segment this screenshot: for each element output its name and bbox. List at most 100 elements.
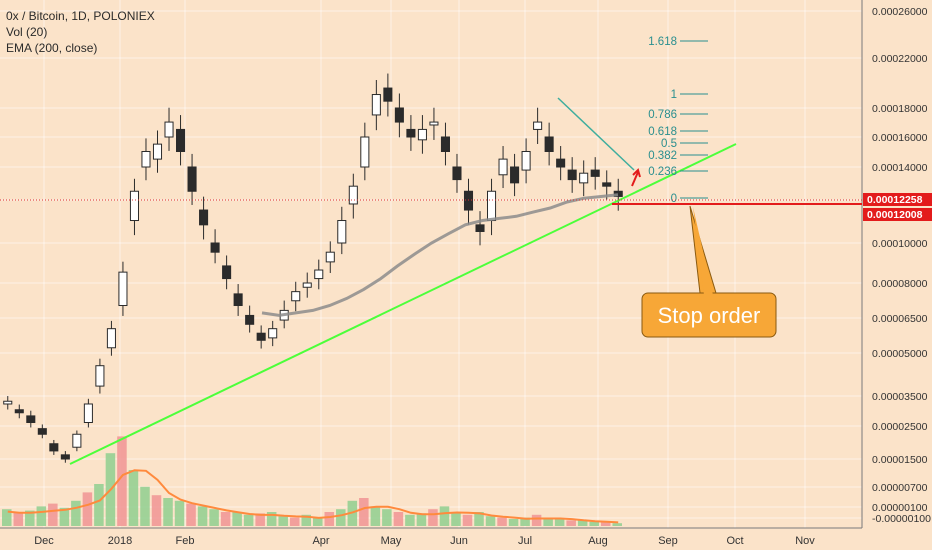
legend: 0x / Bitcoin, 1D, POLONIEX Vol (20) EMA … xyxy=(6,8,155,56)
volume-bar xyxy=(428,509,438,526)
y-tick-label: 0.00022000 xyxy=(872,53,928,65)
x-tick-label: Dec xyxy=(34,535,54,547)
candle-body xyxy=(95,365,105,387)
candle-body xyxy=(268,328,278,339)
candle-body xyxy=(83,403,93,424)
callout-pointer-fill xyxy=(693,207,713,295)
indicator-ema: EMA (200, close) xyxy=(6,41,98,55)
candle-body xyxy=(510,166,520,184)
volume-bar xyxy=(589,521,599,526)
volume-bar xyxy=(577,520,588,526)
y-tick-label: 0.00010000 xyxy=(872,238,928,250)
candle-body xyxy=(187,166,197,192)
volume-bar xyxy=(25,510,35,526)
candle-body xyxy=(440,136,450,152)
candle-body xyxy=(210,242,220,253)
callout-text: Stop order xyxy=(658,303,761,328)
y-tick-label: -0.00000100 xyxy=(872,513,931,525)
candle-body xyxy=(129,190,139,222)
candle-body xyxy=(556,158,566,168)
x-tick-label: Feb xyxy=(176,535,195,547)
x-tick-label: May xyxy=(381,535,402,547)
volume-bar xyxy=(405,514,415,526)
y-tick-label: 0.00000700 xyxy=(872,482,928,494)
indicator-volume: Vol (20) xyxy=(6,25,48,39)
candle-body xyxy=(14,409,24,414)
volume-bar xyxy=(531,514,542,526)
y-tick-label: 0.00001500 xyxy=(872,454,928,466)
candle-body xyxy=(26,415,36,424)
volume-bar xyxy=(197,506,208,526)
candle-body xyxy=(498,158,508,176)
candle-body xyxy=(579,172,589,184)
support-trendline xyxy=(69,143,737,465)
candle-body xyxy=(302,282,312,288)
candle-body xyxy=(417,128,427,141)
volume-bar xyxy=(117,436,127,526)
volume-ma-line xyxy=(7,469,619,524)
volume-bar xyxy=(612,523,622,526)
volume-bar xyxy=(324,512,335,526)
stop-price-tag xyxy=(863,208,932,221)
candle-body xyxy=(487,190,497,222)
volume-bar xyxy=(520,517,530,526)
candle-body xyxy=(141,150,151,168)
last-price-tag xyxy=(863,193,932,206)
y-tick-label: 0.00006500 xyxy=(872,313,928,325)
volume-bar xyxy=(474,512,484,526)
volume-bar xyxy=(554,519,565,526)
candle-body xyxy=(475,224,485,232)
volume-bar xyxy=(140,486,150,526)
candle-body xyxy=(383,87,393,102)
volume-bar xyxy=(508,519,519,526)
volume-bar xyxy=(359,498,369,526)
candle-body xyxy=(371,94,381,116)
volume-bar xyxy=(209,509,219,526)
fib-level-label: 0.382 xyxy=(648,150,677,162)
volume-bar xyxy=(71,500,81,526)
resistance-trendline xyxy=(557,97,635,171)
volume-bar xyxy=(163,498,173,526)
volume-bar xyxy=(94,484,104,526)
x-tick-label: Sep xyxy=(658,535,678,547)
volume-bar xyxy=(566,520,576,526)
candle-body xyxy=(337,220,347,244)
volume-bar xyxy=(243,514,254,526)
candle-body xyxy=(452,166,462,181)
last-price-text: 0.00012258 xyxy=(867,194,923,206)
candle-body xyxy=(590,169,600,177)
volume-bar xyxy=(266,512,277,526)
candle-body xyxy=(406,128,416,138)
x-tick-label: Oct xyxy=(726,535,743,547)
candle-body xyxy=(72,433,82,448)
candle-body xyxy=(533,121,543,130)
volume-bar xyxy=(36,506,47,526)
volume-bar xyxy=(232,512,242,526)
bounce-arrow xyxy=(631,171,639,187)
bounce-arrowhead xyxy=(632,168,641,178)
volume-bar xyxy=(439,506,450,526)
candle-body xyxy=(49,443,59,452)
y-tick-label: 0.00008000 xyxy=(872,278,928,290)
candle-body xyxy=(602,182,612,187)
volume-bar xyxy=(370,506,381,526)
candle-body xyxy=(325,251,335,263)
fib-level-label: 0.618 xyxy=(648,126,677,138)
symbol-title: 0x / Bitcoin, 1D, POLONIEX xyxy=(6,9,155,23)
y-tick-label: 0.00003500 xyxy=(872,391,928,403)
volume-bar xyxy=(48,503,58,526)
candle-body xyxy=(3,400,13,405)
volume-bar xyxy=(59,507,70,526)
ema-line xyxy=(261,193,619,317)
fib-level-label: 0.236 xyxy=(648,166,677,178)
candle-body xyxy=(463,190,474,211)
x-tick-label: Aug xyxy=(588,535,608,547)
volume-bar xyxy=(543,517,553,526)
candle-body xyxy=(176,128,186,152)
volume-bar xyxy=(382,509,392,526)
y-tick-label: 0.00005000 xyxy=(872,348,928,360)
volume-bar xyxy=(278,516,288,526)
fib-level-label: 0 xyxy=(671,193,677,205)
